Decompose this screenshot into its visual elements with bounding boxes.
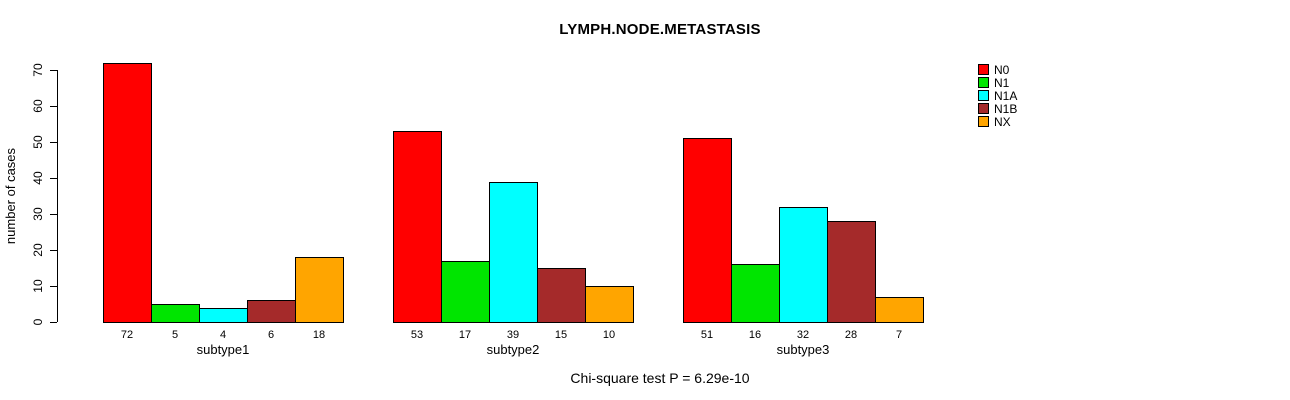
y-axis-tick-label: 70	[31, 63, 45, 77]
bar	[537, 268, 586, 323]
y-axis-tick-label: 60	[31, 99, 45, 113]
bar-value-label: 53	[410, 329, 424, 341]
bar	[199, 308, 248, 323]
bar-value-label: 72	[120, 329, 134, 341]
bar	[247, 300, 296, 323]
y-axis-tick	[50, 322, 57, 323]
bar-value-label: 15	[554, 329, 568, 341]
y-axis-line	[57, 70, 58, 322]
bar	[585, 286, 634, 323]
bar	[151, 304, 200, 323]
y-axis-tick	[50, 106, 57, 107]
bar	[875, 297, 924, 323]
bar-value-label: 6	[267, 329, 275, 341]
bar-value-label: 17	[458, 329, 472, 341]
chi-square-annotation: Chi-square test P = 6.29e-10	[570, 370, 750, 386]
bar	[683, 138, 732, 323]
bar-value-label: 28	[844, 329, 858, 341]
y-axis-tick	[50, 70, 57, 71]
y-axis-tick	[50, 214, 57, 215]
legend-swatch	[978, 90, 989, 101]
bar	[731, 264, 780, 323]
bar-value-label: 5	[171, 329, 179, 341]
bar	[489, 182, 538, 323]
y-axis-tick	[50, 142, 57, 143]
bar-value-label: 10	[602, 329, 616, 341]
legend-label: NX	[994, 115, 1011, 129]
y-axis-tick	[50, 178, 57, 179]
y-axis-tick-label: 30	[31, 207, 45, 221]
bar-value-label: 18	[312, 329, 326, 341]
legend-label: N1A	[994, 89, 1018, 103]
bar-value-label: 7	[895, 329, 903, 341]
legend-swatch	[978, 103, 989, 114]
y-axis-tick-label: 0	[31, 318, 45, 326]
bar-value-label: 51	[700, 329, 714, 341]
bar	[295, 257, 344, 323]
y-axis-tick-label: 20	[31, 243, 45, 257]
y-axis-tick-label: 50	[31, 135, 45, 149]
bar	[103, 63, 152, 323]
y-axis-tick	[50, 286, 57, 287]
y-axis-title: number of cases	[3, 147, 18, 245]
y-axis-tick	[50, 250, 57, 251]
bar	[393, 131, 442, 323]
group-label: subtype1	[196, 342, 250, 357]
bar-value-label: 39	[506, 329, 520, 341]
bar-value-label: 16	[748, 329, 762, 341]
y-axis-tick-label: 40	[31, 171, 45, 185]
group-label: subtype2	[486, 342, 540, 357]
legend-swatch	[978, 116, 989, 127]
legend-label: N1	[994, 76, 1010, 90]
legend-swatch	[978, 64, 989, 75]
y-axis-tick-label: 10	[31, 279, 45, 293]
bar-value-label: 32	[796, 329, 810, 341]
legend-swatch	[978, 77, 989, 88]
bar	[441, 261, 490, 323]
legend-label: N0	[994, 63, 1010, 77]
bar	[827, 221, 876, 323]
chart-title: LYMPH.NODE.METASTASIS	[559, 21, 761, 38]
group-label: subtype3	[776, 342, 830, 357]
bar	[779, 207, 828, 323]
bar-value-label: 4	[219, 329, 227, 341]
legend-label: N1B	[994, 102, 1018, 116]
